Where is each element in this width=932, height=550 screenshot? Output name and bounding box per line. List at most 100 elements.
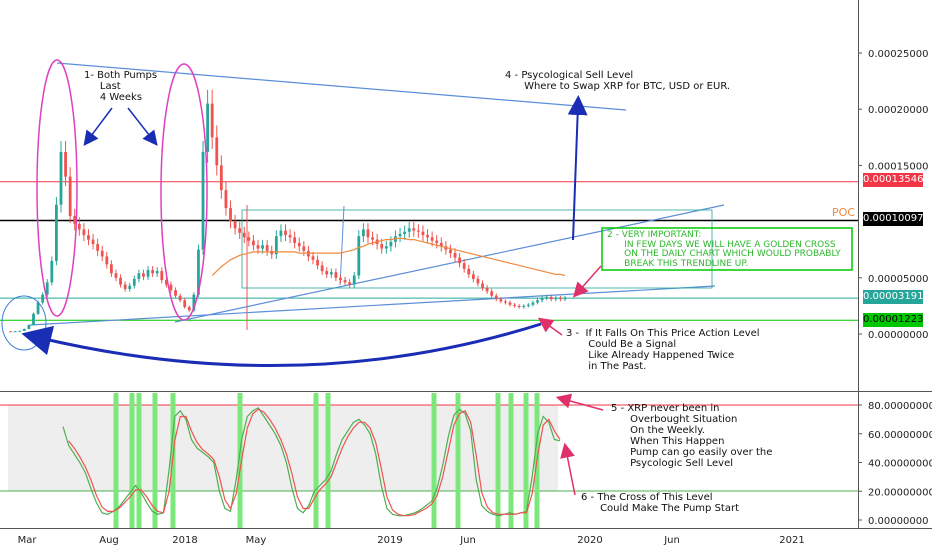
candles: [9, 89, 567, 333]
candle-body: [334, 272, 338, 278]
signal-bar: [495, 393, 501, 528]
candle-body: [517, 305, 521, 308]
candle-body: [549, 296, 553, 300]
pump-ellipse-2[interactable]: [160, 63, 208, 321]
candle-body: [109, 264, 113, 274]
price-pane[interactable]: [0, 0, 858, 390]
time-axis[interactable]: Mar Aug 2018 May 2019 Jun 2020 Jun 2021: [18, 535, 805, 546]
price-axis[interactable]: 0.00025000 0.00020000 0.00015000 0.00005000…: [858, 49, 928, 341]
signal-bar: [325, 393, 331, 528]
time-tick-label: May: [246, 535, 267, 546]
candle-body: [481, 283, 484, 288]
candle-body: [247, 237, 251, 241]
candle-body: [339, 277, 342, 281]
candle-body: [357, 236, 361, 276]
candle-body: [146, 269, 150, 277]
candle-body: [151, 269, 155, 274]
golden-cross-box[interactable]: [601, 227, 853, 271]
price-tick-label: 0.00015000: [868, 161, 928, 172]
candle-body: [435, 240, 439, 243]
signal-bar: [237, 393, 243, 528]
annotation-overbought: 5 - XRP never been in Overbought Situati…: [611, 403, 773, 469]
time-tick-label: 2019: [377, 535, 402, 546]
candle-body: [219, 165, 223, 191]
candle-body: [55, 204, 58, 261]
candle-body: [293, 237, 297, 243]
candle-body: [265, 245, 269, 251]
signal-bar: [431, 393, 437, 528]
annotation-sell-level: 4 - Psycological Sell Level Where to Swa…: [505, 70, 731, 92]
candle-body: [210, 103, 214, 138]
annotation-price-action: 3 - If It Falls On This Price Action Lev…: [566, 328, 760, 372]
candle-body: [467, 268, 471, 275]
candle-body: [183, 300, 187, 308]
time-tick-label: Mar: [18, 535, 38, 546]
candle-body: [201, 151, 205, 250]
candle-body: [284, 230, 287, 236]
candle-body: [513, 304, 516, 306]
horizontal-levels: [0, 181, 858, 321]
signal-bar: [455, 393, 461, 528]
candle-body: [178, 295, 182, 301]
candle-body: [18, 330, 22, 332]
stoch-tick-label: 0.00000000: [868, 516, 928, 527]
range-box: [241, 209, 713, 289]
candle-body: [499, 299, 503, 302]
candle-body: [389, 241, 393, 247]
candle-body: [458, 257, 462, 264]
candle-body: [215, 137, 219, 166]
candle-body: [206, 103, 210, 152]
candle-body: [160, 271, 164, 281]
candle-body: [174, 290, 177, 296]
candle-body: [119, 277, 122, 285]
stoch-tick-label: 60.00000000: [868, 430, 932, 441]
candle-body: [325, 271, 329, 275]
candle-body: [476, 278, 480, 284]
candle-body: [13, 331, 17, 333]
price-label-red: 0.00013546: [863, 173, 924, 187]
candle-body: [279, 230, 283, 237]
time-tick-label: 2018: [172, 535, 197, 546]
candle-body: [453, 253, 457, 258]
candle-body: [494, 295, 498, 300]
price-action-arrow: [21, 322, 542, 368]
price-tick-label: 0.00025000: [868, 49, 928, 60]
candle-body: [224, 190, 228, 209]
overbought-arrow: [555, 393, 604, 411]
candle-body: [155, 271, 159, 274]
candle-body: [77, 223, 81, 230]
stoch-d-line: [68, 408, 561, 517]
price-tick-label: 0.00005000: [868, 274, 928, 285]
sell-level-arrow: [567, 95, 588, 241]
candle-body: [311, 256, 315, 260]
upper-trendline[interactable]: [56, 62, 627, 111]
candle-body: [302, 246, 306, 251]
candle-body: [261, 245, 264, 249]
golden-cross-arrow: [573, 265, 602, 298]
candle-body: [59, 151, 63, 205]
poc-tag: POC: [832, 206, 855, 219]
candle-body: [485, 287, 489, 292]
candle-body: [91, 239, 95, 245]
candle-body: [9, 331, 12, 333]
annotation-cross: 6 - The Cross of This Level Could Make T…: [581, 492, 740, 514]
candle-body: [274, 236, 278, 255]
mid-trendline[interactable]: [174, 204, 725, 323]
candle-body: [366, 229, 370, 238]
stochastic-axis[interactable]: 80.00000000 60.00000000 40.00000000 20.0000…: [858, 401, 932, 527]
candle-body: [137, 273, 141, 279]
pump-ellipse-1[interactable]: [36, 59, 78, 317]
time-tick-label: Jun: [663, 535, 680, 546]
lower-trendline[interactable]: [29, 285, 716, 326]
candle-body: [398, 233, 402, 237]
candle-body: [96, 244, 100, 251]
candle-body: [50, 260, 54, 283]
candle-body: [526, 304, 530, 306]
candle-body: [100, 250, 104, 257]
candle-body: [554, 298, 558, 300]
candle-body: [192, 294, 196, 311]
candle-body: [297, 242, 301, 247]
candle-body: [471, 274, 475, 279]
time-tick-label: Jun: [459, 535, 476, 546]
